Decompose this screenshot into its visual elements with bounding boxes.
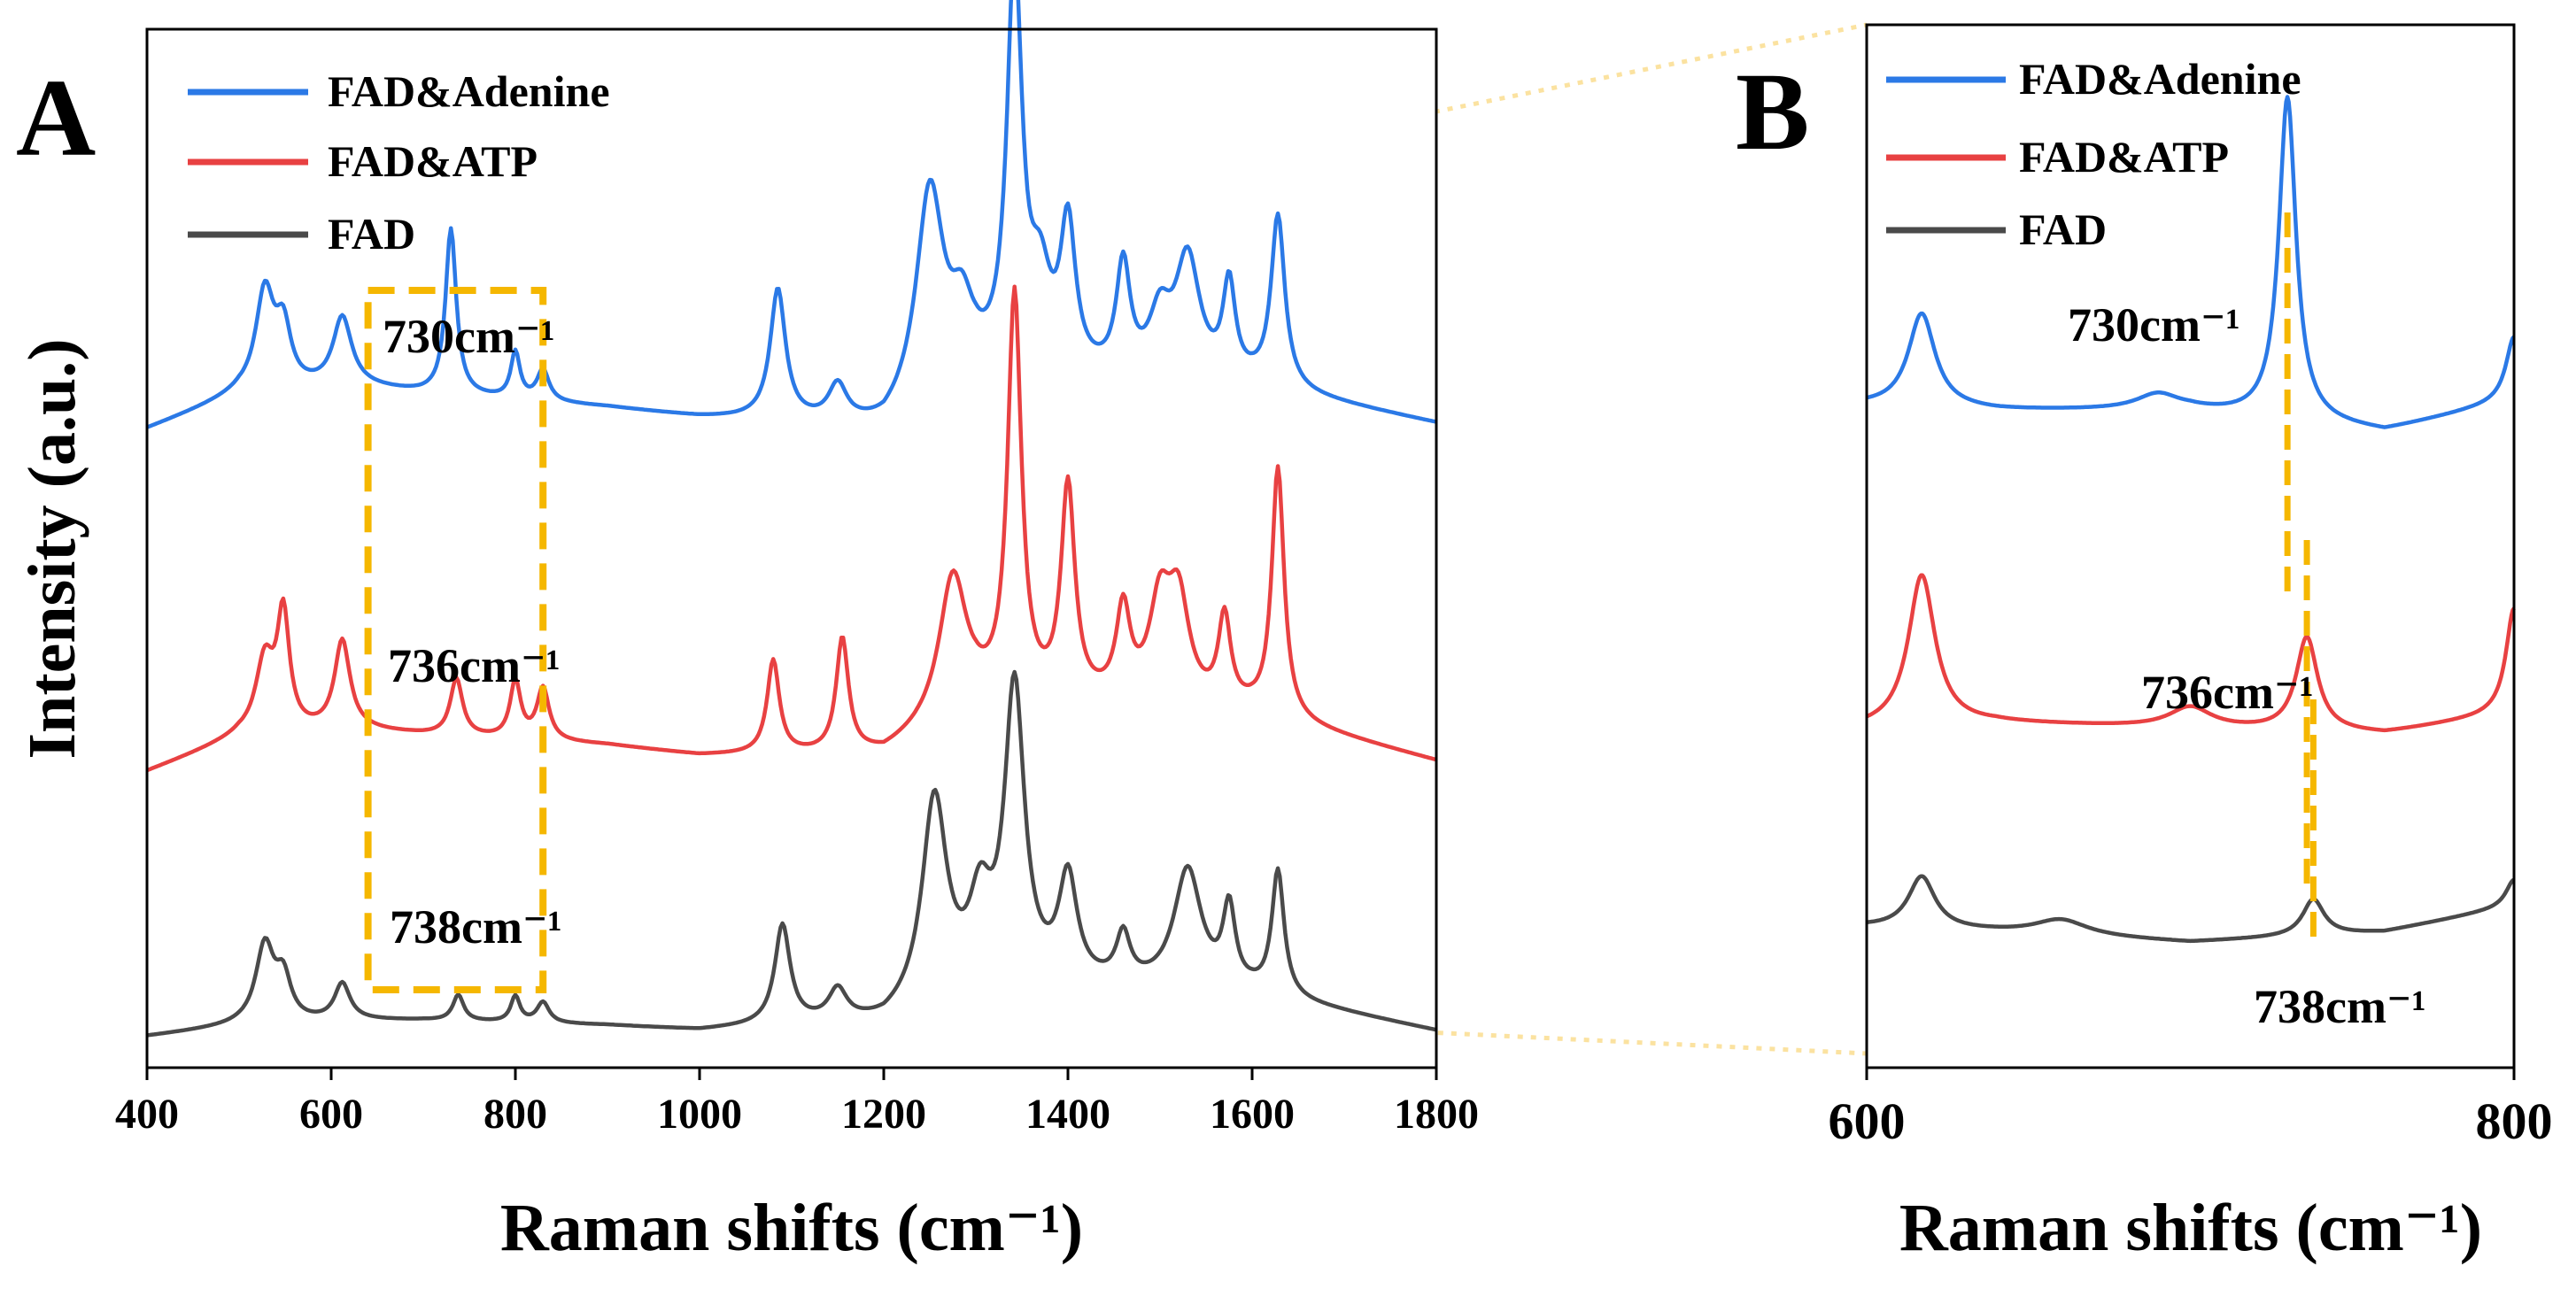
panel-b: 600 800 B Raman shifts (cm⁻¹) FAD&Adenine… [1736, 23, 2553, 1265]
panel-b-peak-markers [2284, 212, 2317, 947]
panel-b-annotation-736: 736cm⁻¹ [2141, 666, 2314, 719]
x-tick-label: 400 [115, 1091, 179, 1138]
x-tick-label: 1800 [1394, 1091, 1479, 1138]
x-tick-label: 1000 [657, 1091, 742, 1138]
panel-a-x-ticks: 400 600 800 1000 1200 1400 1600 1800 [115, 1068, 1479, 1138]
series-line-atp-panel-a [146, 284, 1437, 773]
legend-label-adenine: FAD&Adenine [2019, 54, 2301, 104]
panel-a: 400 600 800 1000 1200 1400 1600 1800 A Intensit… [15, 0, 1479, 1265]
legend-label-atp: FAD&ATP [2019, 132, 2229, 181]
legend-label-fad: FAD [2019, 205, 2107, 254]
panel-a-annotation-730: 730cm⁻¹ [383, 310, 555, 363]
panel-b-annotation-738: 738cm⁻¹ [2254, 980, 2426, 1033]
x-tick-label: 800 [2476, 1092, 2553, 1150]
series-line-adenine-panel-b [1866, 95, 2516, 429]
panel-b-annotation-730: 730cm⁻¹ [2068, 298, 2240, 351]
series-line-adenine-panel-a [146, 0, 1437, 429]
panel-a-legend: FAD&Adenine FAD&ATP FAD [188, 66, 610, 259]
panel-b-legend: FAD&Adenine FAD&ATP FAD [1886, 54, 2301, 254]
panel-a-letter: A [16, 58, 96, 180]
series-line-atp-panel-b [1866, 573, 2516, 733]
x-tick-label: 1400 [1025, 1091, 1110, 1138]
panel-b-frame [1865, 23, 2516, 1069]
series-line-fad-panel-a [146, 669, 1437, 1038]
highlight-box [364, 287, 547, 993]
panel-a-x-axis-label: Raman shifts (cm⁻¹) [500, 1191, 1083, 1265]
panel-a-frame [145, 27, 1438, 1069]
panel-a-y-axis-label: Intensity (a.u.) [15, 338, 89, 759]
panel-b-x-axis-label: Raman shifts (cm⁻¹) [1899, 1191, 2482, 1265]
panel-a-curves [146, 0, 1437, 1038]
x-tick-label: 600 [299, 1091, 363, 1138]
x-tick-label: 600 [1829, 1092, 1906, 1150]
panel-b-letter: B [1736, 51, 1809, 174]
series-line-fad-panel-b [1866, 874, 2516, 944]
legend-label-adenine: FAD&Adenine [328, 66, 610, 116]
panel-b-x-ticks: 600 800 [1829, 1068, 2553, 1150]
panel-a-annotation-736: 736cm⁻¹ [388, 639, 561, 692]
x-tick-label: 800 [483, 1091, 547, 1138]
zoom-connector-top [548, 22, 1868, 293]
x-tick-label: 1200 [841, 1091, 926, 1138]
panel-a-annotation-738: 738cm⁻¹ [390, 900, 562, 953]
x-tick-label: 1600 [1210, 1091, 1295, 1138]
panel-b-curves [1866, 95, 2516, 944]
legend-label-atp: FAD&ATP [328, 136, 538, 186]
legend-label-fad: FAD [328, 209, 415, 259]
